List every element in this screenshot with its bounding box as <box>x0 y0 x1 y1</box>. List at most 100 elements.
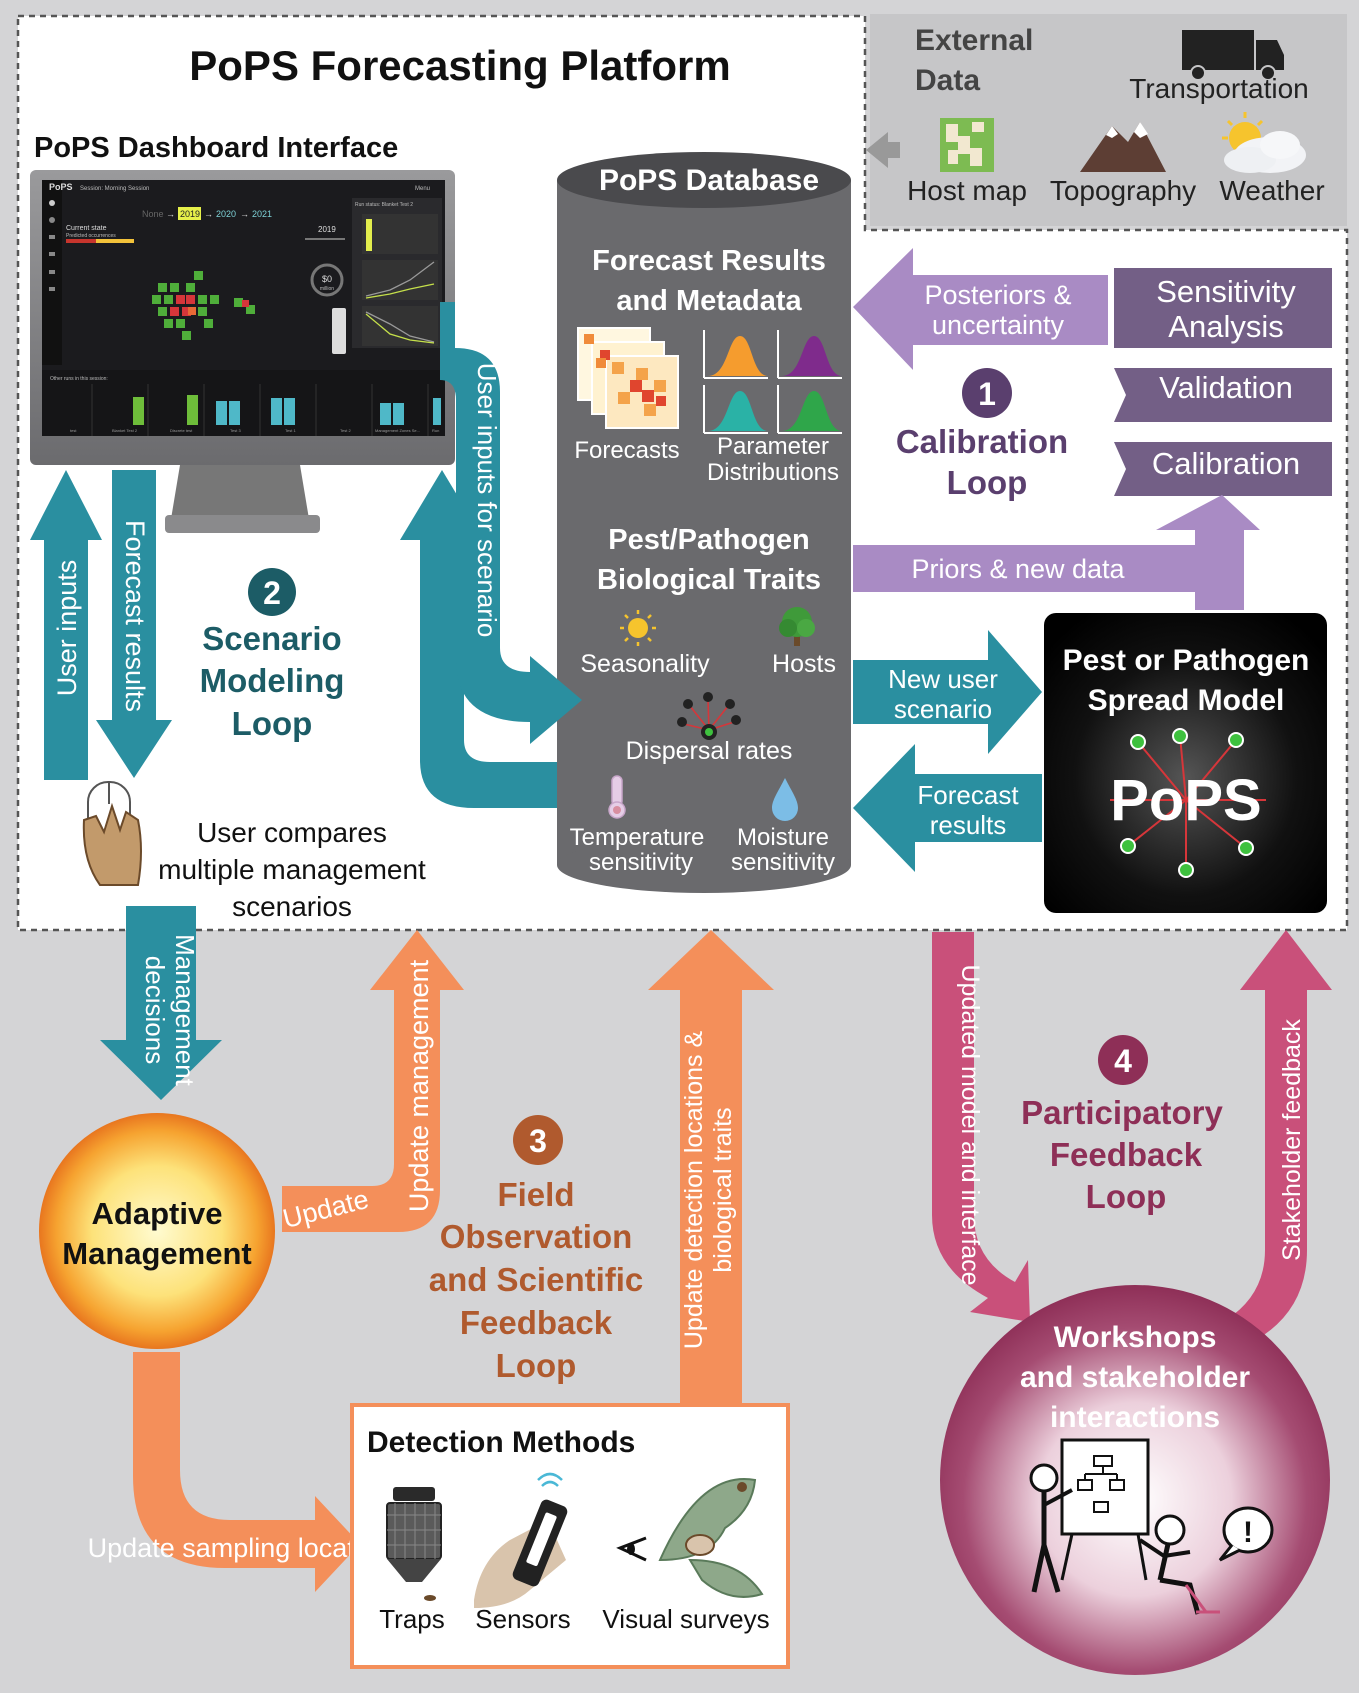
participatory-loop: Updated model and interface Stakeholder … <box>932 930 1332 1675</box>
participatory-number: 4 <box>1114 1043 1132 1079</box>
update-sampling-arrow <box>133 1352 360 1592</box>
run-name: Test 2 <box>340 428 351 433</box>
dashboard-current-state: Current state <box>66 225 107 232</box>
workshop-people-icon: ! <box>1029 1438 1274 1615</box>
run-name: Management Zones Se... <box>375 428 420 433</box>
new-scenario-label-1: New user <box>888 664 998 694</box>
calibration-title-2: Loop <box>947 464 1028 501</box>
priors-arrow <box>853 495 1260 610</box>
scenario-number: 2 <box>263 575 281 611</box>
update-management-arrow <box>282 930 464 1232</box>
model-forecast-arrow <box>853 744 1042 872</box>
dispersal-label: Dispersal rates <box>626 737 793 765</box>
participatory-title-2: Feedback <box>1050 1136 1203 1173</box>
calibration-number-badge <box>962 368 1012 418</box>
parameter-distributions-icon <box>703 330 842 434</box>
forecast-results-down-label: Forecast results <box>120 520 150 712</box>
run-name: Test 3 <box>230 428 241 433</box>
sensors-label: Sensors <box>475 1604 570 1634</box>
user-inputs-scenario-arrow <box>440 302 582 744</box>
stakeholder-feedback-label: Stakeholder feedback <box>1278 1019 1306 1261</box>
water-drop-icon <box>772 778 798 821</box>
update-management-label: Update management <box>404 959 434 1212</box>
field-number-badge <box>513 1115 563 1165</box>
external-data-title-line2: Data <box>915 64 980 97</box>
external-arrow <box>866 132 900 168</box>
participatory-title-1: Participatory <box>1021 1094 1223 1131</box>
priors-label: Priors & new data <box>911 554 1125 584</box>
new-scenario-label-2: scenario <box>894 694 992 724</box>
dashboard-other-runs: Other runs in this session: <box>50 376 108 382</box>
participatory-title-3: Loop <box>1086 1178 1167 1215</box>
run-name: test <box>70 428 77 433</box>
scenario-title-2: Modeling <box>200 662 345 699</box>
run-name: Run <box>432 428 439 433</box>
compare-label-1: User compares <box>197 817 387 848</box>
field-number: 3 <box>529 1123 547 1159</box>
sensor-icon <box>474 1472 568 1608</box>
analysis-label: Analysis <box>1168 309 1283 344</box>
adaptive-management: Adaptive Management <box>39 1113 275 1349</box>
run-name: Test 1 <box>285 428 296 433</box>
svg-text:→: → <box>240 209 249 219</box>
run-name: Blanket Test 2 <box>112 428 138 433</box>
dashboard-predicted: Predicted occurrences <box>66 233 116 239</box>
detection-title: Detection Methods <box>367 1426 635 1459</box>
topography-label: Topography <box>1050 175 1196 206</box>
tree-icon <box>779 607 815 646</box>
dashboard-menu: Menu <box>415 186 430 192</box>
field-title-3: and Scientific <box>429 1261 644 1298</box>
user-inputs-scenario-label: User inputs for scenario <box>472 363 502 638</box>
external-data-panel: External Data Transportation Host map To… <box>866 24 1325 206</box>
thermometer-icon <box>608 775 626 819</box>
field-title-5: Loop <box>496 1347 577 1384</box>
uncertainty-label: uncertainty <box>932 310 1065 340</box>
truck-icon <box>1182 30 1284 81</box>
temperature-sensitivity-label: sensitivity <box>589 849 693 876</box>
calibration-box <box>1114 442 1332 496</box>
model-title-2: Spread Model <box>1088 684 1285 717</box>
traits-title-2: Biological Traits <box>597 564 821 596</box>
dispersal-icon <box>677 692 741 740</box>
moisture-sensitivity-label: sensitivity <box>731 849 835 876</box>
dashboard-money: $0 <box>322 274 332 284</box>
moisture-label: Moisture <box>737 824 829 851</box>
weather-icon <box>1222 112 1306 173</box>
forecast-maps-icon <box>577 327 679 429</box>
stakeholder-feedback-arrow <box>1226 930 1332 1340</box>
forecast-results-up-arrow <box>400 470 557 808</box>
forecasts-label: Forecasts <box>574 437 679 464</box>
user-inputs-arrow <box>30 470 102 780</box>
platform-title: PoPS Forecasting Platform <box>189 42 730 89</box>
mouse-hand-icon <box>82 781 142 886</box>
management-decisions-label-2: decisions <box>140 956 170 1064</box>
model-title-1: Pest or Pathogen <box>1063 644 1310 677</box>
calibration-title-1: Calibration <box>896 423 1068 460</box>
management-decisions-arrow <box>100 906 222 1100</box>
svg-text:→: → <box>204 209 213 219</box>
dashboard-money-unit: million <box>320 286 334 292</box>
eye-leaf-icon <box>616 1478 764 1598</box>
traps-label: Traps <box>379 1604 445 1634</box>
forecast-results-down-arrow <box>96 470 172 778</box>
host-map-icon <box>940 118 994 172</box>
model-logo: PoPS <box>1110 768 1262 833</box>
scenario-title-1: Scenario <box>202 620 341 657</box>
update-detection-arrow <box>648 930 774 1408</box>
forecast-results-title: Forecast Results <box>592 245 826 277</box>
model-forecast-label-2: results <box>930 810 1007 840</box>
sensitivity-label: Sensitivity <box>1156 274 1296 309</box>
dashboard-logo: PoPS <box>49 182 73 192</box>
field-title-1: Field <box>497 1176 574 1213</box>
update-detection-label-1: Update detection locations & <box>680 1031 708 1350</box>
workshops-label-3: interactions <box>1050 1401 1220 1434</box>
scenario-number-badge <box>248 568 296 616</box>
validation-label: Validation <box>1159 370 1293 405</box>
management-decisions-label-1: Management <box>170 934 200 1087</box>
update-detection-label-2: biological traits <box>709 1107 737 1272</box>
spread-model: Pest or Pathogen Spread Model PoPS New u… <box>853 613 1327 913</box>
pops-database: PoPS Database Forecast Results and Metad… <box>557 152 851 893</box>
workshops-label-1: Workshops <box>1054 1321 1217 1354</box>
hosts-label: Hosts <box>772 650 836 678</box>
